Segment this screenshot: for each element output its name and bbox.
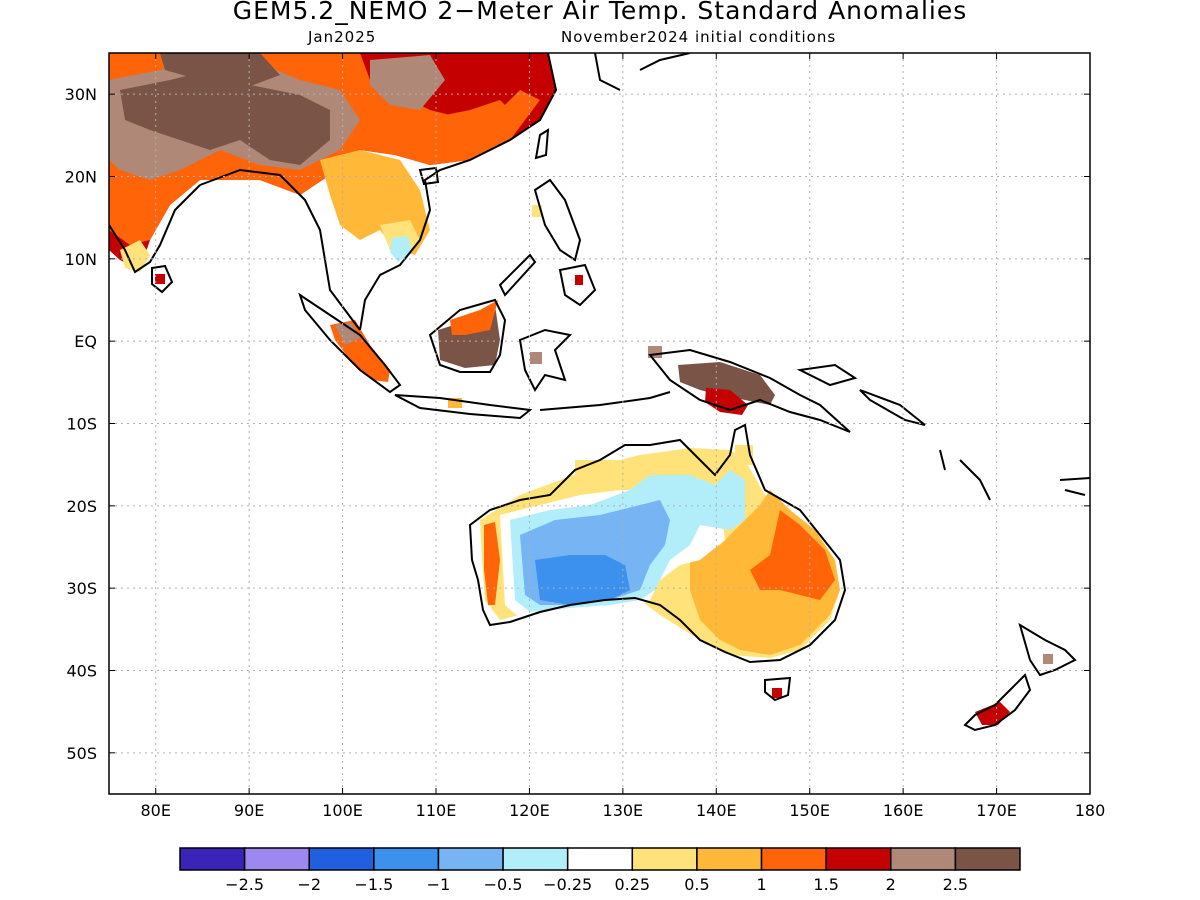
- mindanao-anomaly: [575, 275, 583, 285]
- borneo-coast: [428, 298, 507, 373]
- color-legend: −2.5 −2 −1.5 −1 −0.5 −0.25 0.25 0.5 1 1.5 2 2.5: [179, 847, 1021, 894]
- lesser-sunda-coast: [539, 391, 671, 411]
- anomaly-field: [109, 53, 1053, 725]
- tasmania-anomaly: [772, 688, 782, 698]
- x-tick-label: 140E: [696, 801, 737, 820]
- tibet-anomaly: [370, 55, 445, 110]
- legend-label: −1.5: [354, 875, 393, 894]
- legend-swatch: [631, 847, 698, 871]
- y-tick-label: 30S: [66, 579, 97, 598]
- legend-swatch: [954, 847, 1021, 871]
- tasmania-coast: [764, 676, 792, 702]
- y-tick-label: 50S: [66, 744, 97, 763]
- mekong-anomaly: [390, 236, 412, 262]
- legend-swatch: [437, 847, 504, 871]
- nz-north-coast: [1018, 622, 1077, 677]
- borneo-anomaly-warm: [450, 300, 498, 335]
- legend-swatch: [502, 847, 569, 871]
- y-tick-label: 20N: [65, 168, 97, 187]
- australia-coast: [468, 423, 847, 664]
- x-tick-label: 130E: [603, 801, 644, 820]
- legend-label: −2.5: [225, 875, 264, 894]
- x-tick-label: 150E: [789, 801, 830, 820]
- new-britain-coast: [796, 363, 858, 387]
- philippines-anomaly: [532, 205, 542, 217]
- solomon-coast: [859, 389, 926, 426]
- axis-ticks: 80E 90E 100E 110E 120E 130E 140E 150E 160E 170E 18…: [65, 53, 1106, 820]
- legend-swatch: [890, 847, 957, 871]
- legend-label: −0.25: [543, 875, 592, 894]
- mindanao-coast: [558, 263, 597, 307]
- legend-label: −0.5: [484, 875, 523, 894]
- sumatra-coast: [298, 292, 402, 394]
- legend-label: −1: [427, 875, 451, 894]
- srilanka-coast: [151, 264, 174, 294]
- y-tick-label: 10S: [66, 415, 97, 434]
- sulawesi-anomaly: [530, 352, 542, 364]
- india-anomaly-light: [120, 240, 150, 272]
- west-coast-anomaly: [484, 522, 500, 605]
- y-tick-label: 20S: [66, 497, 97, 516]
- legend-swatch: [760, 847, 827, 871]
- legend-swatch: [308, 847, 375, 871]
- x-tick-label: 120E: [509, 801, 550, 820]
- y-tick-label: 10N: [65, 250, 97, 269]
- malay-peninsula-coast: [324, 259, 361, 331]
- legend-swatch: [179, 847, 246, 871]
- nz-south-coast: [963, 673, 1032, 732]
- graticule: [109, 53, 1090, 794]
- luzon-coast: [533, 178, 582, 262]
- newguinea-anomaly: [678, 362, 775, 405]
- northern-territory-anomaly: [575, 460, 630, 482]
- y-tick-label: 40S: [66, 662, 97, 681]
- australia-warm-strong: [750, 510, 835, 600]
- legend-label: 2: [886, 875, 896, 894]
- legend-swatch: [243, 847, 310, 871]
- legend-swatch: [373, 847, 440, 871]
- x-tick-label: 80E: [140, 801, 170, 820]
- legend-label: 0.5: [684, 875, 709, 894]
- java-anomaly: [448, 398, 462, 408]
- legend-label: 2.5: [943, 875, 968, 894]
- vanuatu-fiji-islands: [939, 449, 1090, 501]
- china-anomaly-moderate: [420, 100, 520, 150]
- coastlines: [109, 53, 1090, 732]
- x-tick-label: 180: [1075, 801, 1106, 820]
- map-title: GEM5.2_NEMO 2−Meter Air Temp. Standard A…: [232, 0, 968, 25]
- java-coast: [394, 394, 533, 420]
- plateau-anomaly: [160, 53, 280, 90]
- palawan-coast: [498, 253, 537, 297]
- y-tick-label: EQ: [74, 332, 97, 351]
- sulawesi-coast: [518, 328, 573, 392]
- legend-label: 1.5: [813, 875, 838, 894]
- legend-label: 1: [756, 875, 766, 894]
- legend-swatch: [696, 847, 763, 871]
- legend-label: −2: [297, 875, 321, 894]
- korea-japan-coast: [594, 53, 691, 91]
- bay-of-bengal-coast: [199, 168, 326, 261]
- legend-swatch: [566, 847, 634, 871]
- y-tick-label: 30N: [65, 85, 97, 104]
- initial-conditions: November2024 initial conditions: [561, 28, 837, 46]
- srilanka-anomaly: [155, 274, 165, 284]
- x-tick-label: 170E: [976, 801, 1017, 820]
- hainan-coast: [418, 166, 440, 186]
- newguinea-coast: [648, 348, 851, 433]
- newzealand-north-anomaly: [1043, 654, 1053, 664]
- x-tick-label: 160E: [883, 801, 924, 820]
- taiwan-coast: [534, 128, 550, 160]
- x-tick-label: 110E: [416, 801, 457, 820]
- x-tick-label: 90E: [234, 801, 264, 820]
- sumatra-anomaly-brown: [335, 323, 360, 345]
- x-tick-label: 100E: [322, 801, 363, 820]
- india-coast: [109, 184, 201, 274]
- indochina-coast: [359, 53, 558, 331]
- australia-cool-strong: [535, 555, 630, 605]
- legend-swatch: [825, 847, 892, 871]
- forecast-month: Jan2025: [308, 28, 377, 46]
- legend-label: 0.25: [614, 875, 650, 894]
